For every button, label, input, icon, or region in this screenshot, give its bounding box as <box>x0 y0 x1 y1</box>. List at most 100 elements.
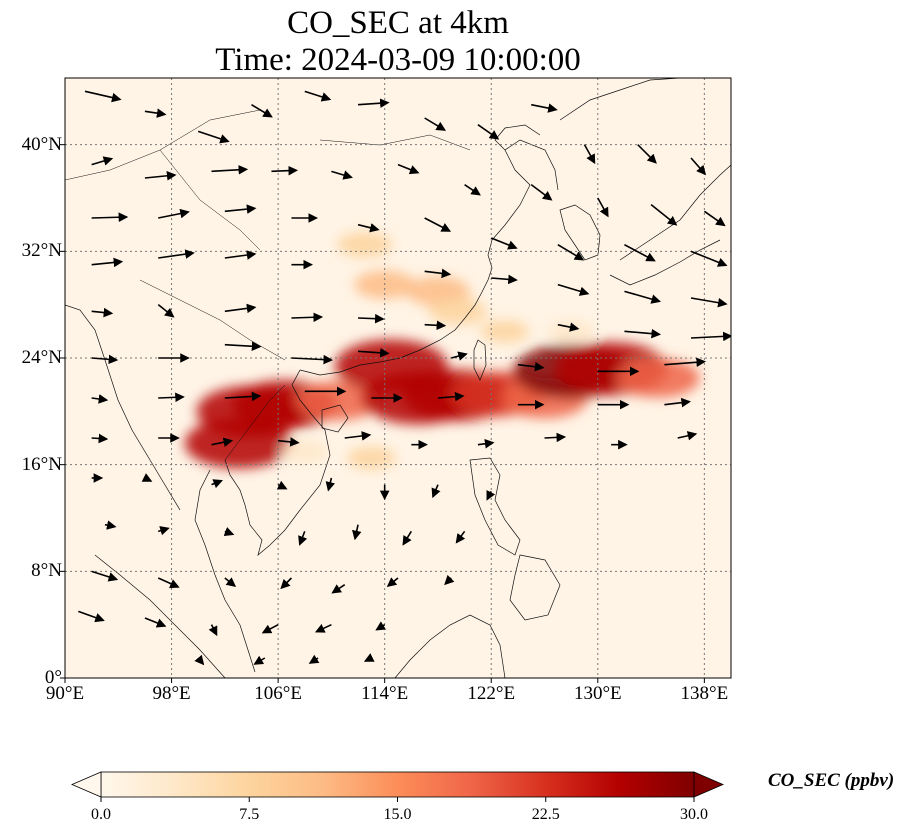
lat-tick-label: 0° <box>44 667 62 688</box>
lat-tick-label: 8°N <box>31 560 62 582</box>
wind-arrow-49 <box>624 328 662 339</box>
wind-arrow-5 <box>357 98 390 108</box>
border-lines <box>65 109 471 461</box>
wind-arrow-106 <box>375 621 387 631</box>
wind-arrow-108 <box>253 655 266 665</box>
wind-arrow-61 <box>158 392 185 403</box>
wind-arrow-21 <box>650 204 678 226</box>
wind-arrow-4 <box>304 90 332 102</box>
wind-arrow-8 <box>531 103 558 113</box>
coastline-russia-east <box>559 78 681 121</box>
wind-arrow-98 <box>331 584 346 594</box>
wind-arrow-19 <box>530 184 553 201</box>
wind-arrow-41 <box>690 297 728 308</box>
wind-arrow-92 <box>402 530 413 546</box>
map-title: CO_SEC at 4km <box>287 5 509 41</box>
wind-arrow-2 <box>197 130 230 144</box>
wind-arrow-97 <box>280 577 293 590</box>
lat-tick-label: 32°N <box>21 240 62 262</box>
lon-tick-label: 138°E <box>680 683 729 704</box>
lat-tick-label: 40°N <box>21 133 62 155</box>
wind-arrow-29 <box>490 237 518 250</box>
colorbar <box>70 771 725 802</box>
coastline-indochina <box>224 369 331 556</box>
coastline-borneo <box>394 614 506 678</box>
wind-vectors <box>78 90 731 666</box>
wind-arrow-76 <box>544 432 567 443</box>
lon-tick-label: 114°E <box>361 683 409 704</box>
wind-arrow-18 <box>464 184 481 196</box>
co-plume-11 <box>615 358 700 398</box>
wind-arrow-39 <box>557 283 590 296</box>
wind-arrow-38 <box>491 274 518 285</box>
wind-arrow-16 <box>331 170 353 180</box>
map-subtitle-time: Time: 2024-03-09 10:00:00 <box>215 42 581 78</box>
wind-arrow-25 <box>224 204 257 214</box>
co-plume-15 <box>337 231 393 258</box>
wind-arrow-86 <box>486 490 496 501</box>
wind-arrow-31 <box>624 243 656 262</box>
wind-arrow-42 <box>91 307 114 318</box>
wind-arrow-101 <box>78 610 105 623</box>
wind-arrow-85 <box>431 484 441 499</box>
wind-arrow-35 <box>224 250 257 260</box>
co-concentration-field <box>184 231 700 470</box>
wind-arrow-71 <box>211 437 234 447</box>
wind-arrow-107 <box>194 654 205 666</box>
wind-arrow-96 <box>224 577 237 587</box>
wind-arrow-50 <box>691 331 731 342</box>
coastline-japan <box>609 164 731 286</box>
wind-arrow-22 <box>703 210 726 227</box>
wind-arrow-59 <box>664 357 706 368</box>
wind-arrow-1 <box>144 108 167 118</box>
wind-arrow-82 <box>276 480 288 490</box>
wind-arrow-47 <box>424 320 447 331</box>
coastline-yellow-sea <box>491 139 559 241</box>
wind-arrow-40 <box>624 290 661 304</box>
wind-arrow-75 <box>477 438 495 449</box>
wind-arrow-15 <box>271 165 299 176</box>
wind-arrow-90 <box>298 531 308 546</box>
colorbar-tick-label: 22.5 <box>531 806 560 823</box>
wind-arrow-32 <box>690 250 728 267</box>
wind-arrow-14 <box>211 164 249 175</box>
colorbar-tick-label: 30.0 <box>680 806 708 823</box>
colorbar-extend-max <box>693 771 725 798</box>
wind-arrow-34 <box>158 249 195 259</box>
colorbar-title: CO_SEC (ppbv) <box>768 770 895 791</box>
wind-arrow-44 <box>224 303 257 314</box>
co-plume-19 <box>281 440 328 463</box>
co-plume-14 <box>428 297 487 325</box>
colorbar-bar <box>100 771 695 798</box>
wind-arrow-17 <box>397 163 420 175</box>
colorbar-extend-min <box>70 771 102 798</box>
wind-arrow-11 <box>690 157 707 176</box>
wind-arrow-110 <box>363 653 375 662</box>
wind-arrow-78 <box>677 431 698 441</box>
coastline-bohai <box>494 124 541 151</box>
lat-tick-label: 16°N <box>21 453 62 475</box>
coastline-philippines-south <box>509 554 561 621</box>
coastline-philippines-luzon <box>469 457 521 556</box>
wind-arrow-28 <box>424 217 452 232</box>
wind-arrow-94 <box>91 570 119 582</box>
wind-arrow-0 <box>84 90 122 103</box>
wind-arrow-24 <box>158 208 190 219</box>
wind-arrow-73 <box>344 431 372 441</box>
co-plume-1 <box>184 418 292 469</box>
co-plume-16 <box>479 319 530 343</box>
wind-arrow-72 <box>278 437 300 447</box>
colorbar-ticks <box>100 797 695 802</box>
wind-arrow-99 <box>386 577 399 587</box>
wind-arrow-46 <box>358 313 385 324</box>
axis-ticks <box>60 144 705 683</box>
wind-arrow-100 <box>444 574 455 586</box>
lon-tick-label: 90°E <box>45 683 85 704</box>
wind-arrow-53 <box>224 341 262 352</box>
wind-arrow-48 <box>557 322 580 332</box>
wind-arrow-45 <box>291 312 324 323</box>
coastline-taiwan <box>473 339 487 381</box>
wind-arrow-13 <box>144 171 177 181</box>
wind-arrow-12 <box>91 156 114 166</box>
map-frame <box>64 77 732 679</box>
